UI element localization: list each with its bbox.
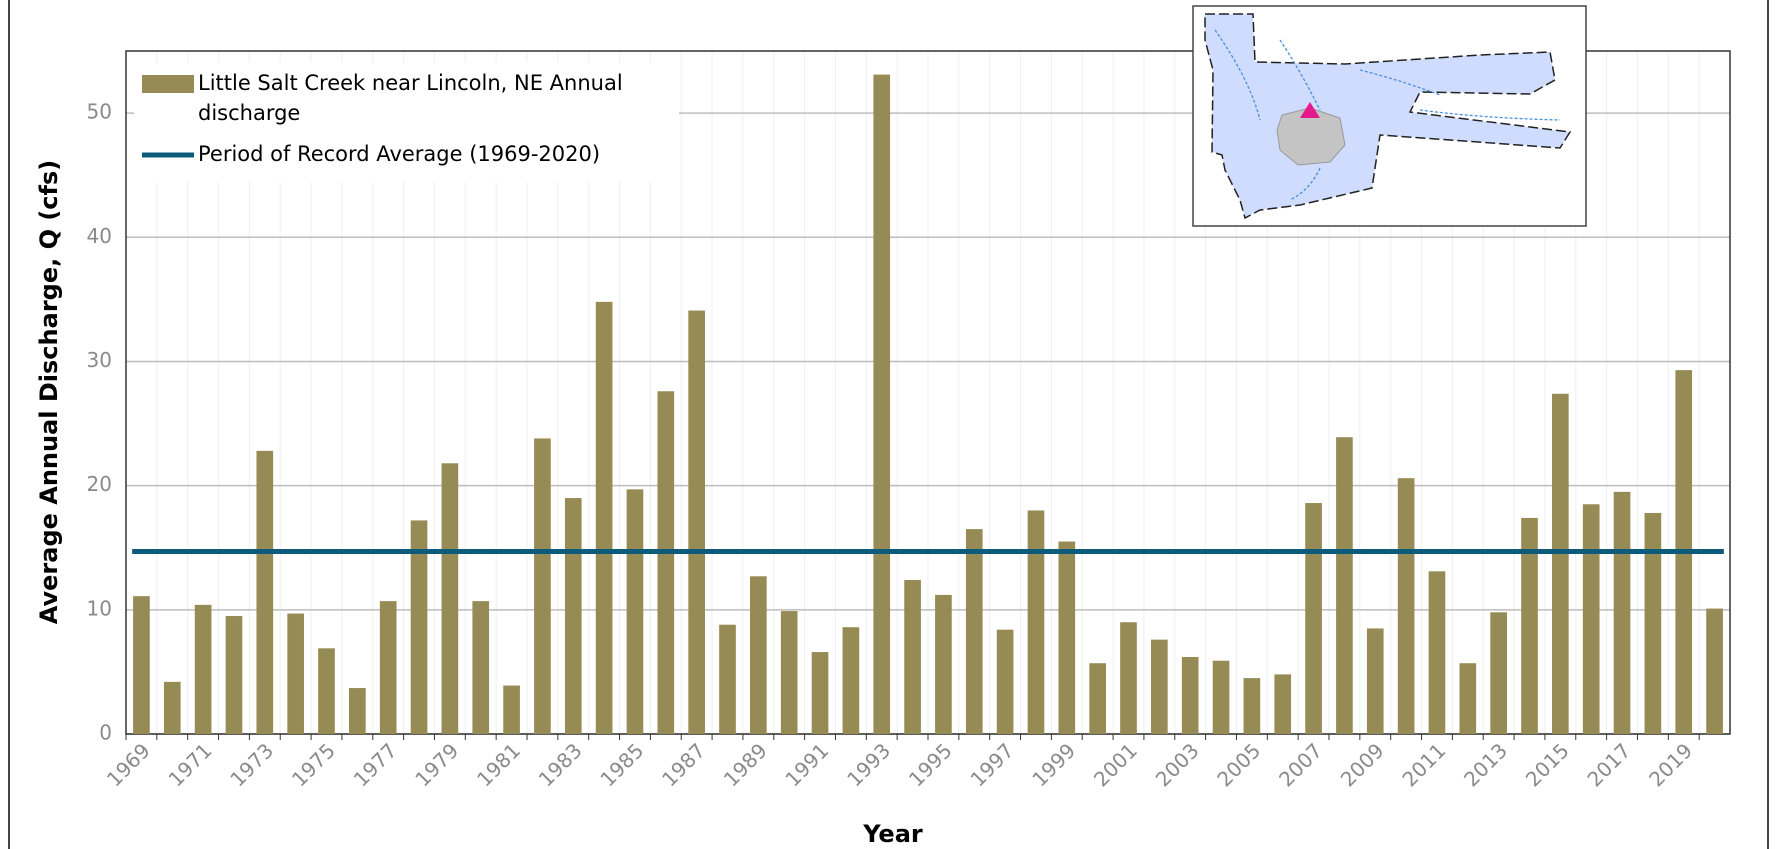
x-tick-label: 2009	[1336, 738, 1389, 791]
x-tick-label: 1979	[410, 738, 463, 791]
x-tick-label: 1969	[102, 738, 155, 791]
x-tick-label: 2003	[1151, 738, 1204, 791]
x-tick-label: 1985	[595, 738, 648, 791]
bar	[1027, 510, 1045, 734]
city-area	[1276, 107, 1346, 166]
x-tick-label: 1993	[842, 738, 895, 791]
bar	[1521, 517, 1538, 734]
y-tick-label: 40	[87, 224, 112, 248]
legend-text: discharge	[198, 101, 300, 125]
watershed	[1204, 13, 1572, 220]
bar	[811, 652, 829, 734]
y-tick-label: 50	[87, 100, 112, 124]
legend-background	[134, 62, 679, 182]
bar	[1613, 491, 1631, 734]
legend: Little Salt Creek near Lincoln, NE Annua…	[134, 62, 679, 182]
bar	[1089, 663, 1106, 734]
y-tick-label: 30	[87, 348, 112, 372]
bar	[996, 629, 1014, 734]
y-tick-label: 10	[87, 596, 112, 620]
x-tick-label: 2005	[1212, 738, 1265, 791]
bar	[1120, 622, 1137, 734]
x-tick-label: 1971	[164, 738, 217, 791]
bar	[780, 611, 798, 734]
y-tick-label: 0	[99, 721, 112, 745]
bar	[1366, 628, 1384, 734]
legend-text: Little Salt Creek near Lincoln, NE Annua…	[198, 71, 623, 95]
y-axis-title: Average Annual Discharge, Q (cfs)	[35, 160, 63, 624]
bar	[534, 438, 551, 734]
bar	[1058, 541, 1076, 734]
bar	[349, 688, 366, 734]
bar	[1305, 503, 1322, 734]
bar	[379, 601, 397, 734]
x-tick-label: 1975	[287, 738, 340, 791]
bar	[472, 601, 490, 734]
x-tick-label: 1987	[657, 738, 710, 791]
bar	[503, 685, 520, 734]
bar	[1706, 608, 1723, 734]
bar	[410, 520, 428, 734]
x-tick-label: 2011	[1397, 738, 1450, 791]
x-tick-label: 1989	[719, 738, 772, 791]
bar	[657, 391, 675, 734]
legend-label: Period of Record Average (1969-2020)	[198, 142, 600, 166]
bar	[965, 529, 983, 734]
bar	[163, 681, 181, 734]
bar	[719, 624, 736, 734]
bar	[1644, 512, 1662, 734]
bar	[441, 463, 459, 734]
x-tick-label: 2017	[1582, 738, 1635, 791]
bar	[225, 616, 243, 734]
bar	[750, 576, 767, 734]
bar	[1212, 660, 1230, 734]
x-axis-title: Year	[862, 820, 923, 848]
x-tick-label: 2019	[1644, 738, 1697, 791]
bar	[1274, 674, 1292, 734]
bar	[688, 310, 705, 734]
bar	[873, 74, 891, 734]
bar	[1336, 437, 1353, 734]
x-tick-label: 1991	[780, 738, 833, 791]
y-tick-label: 20	[87, 472, 112, 496]
x-tick-label: 2013	[1459, 738, 1512, 791]
bar	[1459, 663, 1477, 734]
bar	[318, 648, 335, 734]
bar	[935, 594, 952, 734]
bar	[194, 604, 212, 734]
bar	[287, 613, 304, 734]
bar	[1151, 639, 1168, 734]
x-tick-label: 2007	[1274, 738, 1327, 791]
gauge-marker	[1300, 102, 1320, 118]
bar	[1582, 504, 1600, 734]
bar	[1552, 393, 1569, 734]
x-tick-label: 1999	[1027, 738, 1080, 791]
x-tick-label: 1983	[534, 738, 587, 791]
bar	[842, 627, 860, 734]
x-tick-label: 1977	[349, 738, 402, 791]
bar	[133, 596, 150, 734]
streams	[1214, 29, 1561, 201]
x-tick-label: 1995	[904, 738, 957, 791]
bar	[904, 580, 921, 734]
bar	[564, 498, 582, 734]
bar	[626, 489, 644, 734]
bar	[256, 450, 274, 734]
x-tick-label: 1981	[472, 738, 525, 791]
x-tick-label: 2001	[1089, 738, 1142, 791]
bar	[1243, 678, 1261, 734]
x-tick-label: 1997	[966, 738, 1019, 791]
legend-swatch	[142, 75, 194, 93]
bar	[1397, 478, 1415, 734]
inset-map	[1192, 5, 1587, 227]
legend-label: Little Salt Creek near Lincoln, NE Annua…	[198, 71, 623, 125]
bar	[1490, 612, 1507, 734]
x-tick-label: 1973	[225, 738, 278, 791]
bar	[595, 301, 613, 734]
bar	[1181, 657, 1199, 734]
bar	[1428, 571, 1446, 734]
x-tick-label: 2015	[1521, 738, 1574, 791]
